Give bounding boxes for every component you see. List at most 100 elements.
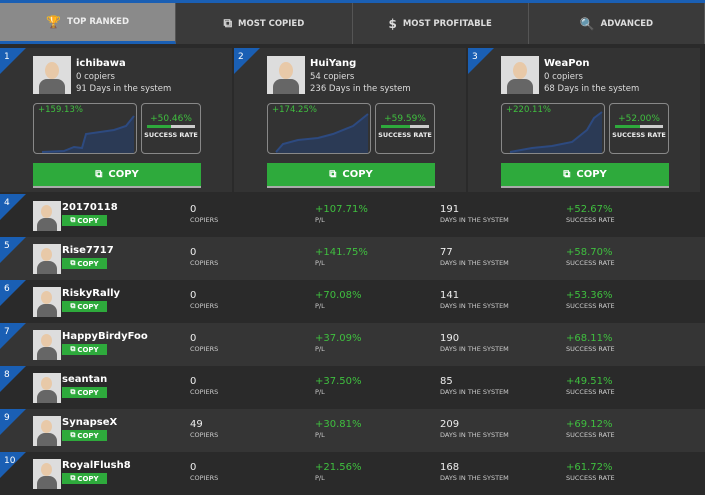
success-value: +69.12% xyxy=(566,419,613,430)
copy-label: COPY xyxy=(77,259,99,268)
rank-number: 3 xyxy=(472,52,478,62)
success-rate-label: SUCCESS RATE xyxy=(144,131,198,139)
avatar[interactable] xyxy=(33,416,61,446)
avatar[interactable] xyxy=(33,287,61,317)
copiers-label: COPIERS xyxy=(190,259,219,267)
trader-name[interactable]: seantan xyxy=(62,374,108,385)
success-label: SUCCESS RATE xyxy=(566,345,615,353)
avatar[interactable] xyxy=(33,56,71,94)
copy-button[interactable]: ⧉ COPY xyxy=(62,258,107,269)
tab-most-profitable[interactable]: $ MOST PROFITABLE xyxy=(353,3,529,44)
rank-number: 5 xyxy=(4,241,10,251)
avatar[interactable] xyxy=(33,244,61,274)
copy-label: COPY xyxy=(77,474,99,483)
tab-label: ADVANCED xyxy=(600,18,654,29)
success-cell: +53.36% SUCCESS RATE xyxy=(566,290,615,310)
copy-button[interactable]: ⧉ COPY xyxy=(267,163,435,188)
copy-button[interactable]: ⧉ COPY xyxy=(62,301,107,312)
copy-button[interactable]: ⧉ COPY xyxy=(62,387,107,398)
copiers-label: COPIERS xyxy=(190,216,219,224)
trader-name[interactable]: RoyalFlush8 xyxy=(62,460,131,471)
copiers-value: 0 xyxy=(190,462,197,473)
success-rate-value: +52.00% xyxy=(618,114,660,124)
success-rate-box: +59.59% SUCCESS RATE xyxy=(375,103,435,154)
success-value: +53.36% xyxy=(566,290,613,301)
copy-button[interactable]: ⧉ COPY xyxy=(501,163,669,188)
tab-advanced[interactable]: 🔍 ADVANCED xyxy=(529,3,705,44)
trader-name[interactable]: Rise7717 xyxy=(62,245,114,256)
copy-button[interactable]: ⧉ COPY xyxy=(62,215,107,226)
copy-label: COPY xyxy=(77,302,99,311)
days-cell: 141 DAYS IN THE SYSTEM xyxy=(440,290,509,310)
success-label: SUCCESS RATE xyxy=(566,302,615,310)
rank-number: 2 xyxy=(238,52,244,62)
copy-label: COPY xyxy=(108,169,139,180)
trader-name[interactable]: HappyBirdyFoo xyxy=(62,331,148,342)
days-cell: 190 DAYS IN THE SYSTEM xyxy=(440,333,509,353)
success-label: SUCCESS RATE xyxy=(566,431,615,439)
rank-number: 6 xyxy=(4,284,10,294)
table-row: 9 SynapseX ⧉ COPY 49 COPIERS +30.81% P/L 20… xyxy=(0,409,705,452)
copy-button[interactable]: ⧉ COPY xyxy=(62,430,107,441)
pl-cell: +30.81% P/L xyxy=(315,419,362,439)
success-rate-box: +50.46% SUCCESS RATE xyxy=(141,103,201,154)
copy-button[interactable]: ⧉ COPY xyxy=(62,473,107,484)
rank-number: 8 xyxy=(4,370,10,380)
success-rate-bar xyxy=(147,125,195,128)
copy-label: COPY xyxy=(576,169,607,180)
success-rate-bar xyxy=(381,125,429,128)
trader-name[interactable]: SynapseX xyxy=(62,417,118,428)
days-label: DAYS IN THE SYSTEM xyxy=(440,474,509,482)
days-value: 77 xyxy=(440,247,453,258)
top-trader-card: 1 ichibawa 0 copiers 91 Days in the syst… xyxy=(0,48,232,192)
rank-number: 1 xyxy=(4,52,10,62)
copiers-cell: 0 COPIERS xyxy=(190,333,218,353)
copiers-count: 54 copiers xyxy=(310,72,355,82)
trader-name[interactable]: RiskyRally xyxy=(62,288,121,299)
rank-badge xyxy=(0,194,26,220)
pl-cell: +107.71% P/L xyxy=(315,204,368,224)
days-value: 85 xyxy=(440,376,453,387)
table-row: 10 RoyalFlush8 ⧉ COPY 0 COPIERS +21.56% P/L… xyxy=(0,452,705,495)
copy-button[interactable]: ⧉ COPY xyxy=(62,344,107,355)
copiers-cell: 0 COPIERS xyxy=(190,376,218,396)
pl-value: +70.08% xyxy=(315,290,362,301)
performance-chart: +220.11% xyxy=(501,103,605,154)
copiers-value: 0 xyxy=(190,333,197,344)
trader-name[interactable]: ichibawa xyxy=(76,58,126,69)
copy-icon: ⧉ xyxy=(70,474,76,482)
pl-value: +220.11% xyxy=(506,105,551,115)
avatar[interactable] xyxy=(33,201,61,231)
success-label: SUCCESS RATE xyxy=(566,259,615,267)
avatar[interactable] xyxy=(33,459,61,489)
trader-name[interactable]: WeaPon xyxy=(544,58,590,69)
pl-label: P/L xyxy=(315,259,325,267)
success-rate-label: SUCCESS RATE xyxy=(378,131,432,139)
avatar[interactable] xyxy=(33,330,61,360)
copiers-label: COPIERS xyxy=(190,345,219,353)
rank-number: 7 xyxy=(4,327,10,337)
tab-most-copied[interactable]: ⧉ MOST COPIED xyxy=(176,3,353,44)
avatar[interactable] xyxy=(267,56,305,94)
table-row: 5 Rise7717 ⧉ COPY 0 COPIERS +141.75% P/L 77… xyxy=(0,237,705,280)
days-label: DAYS IN THE SYSTEM xyxy=(440,302,509,310)
rank-badge xyxy=(0,409,26,435)
days-in-system: 236 Days in the system xyxy=(310,84,411,94)
copy-label: COPY xyxy=(77,345,99,354)
avatar[interactable] xyxy=(33,373,61,403)
rank-badge xyxy=(0,452,26,478)
table-row: 6 RiskyRally ⧉ COPY 0 COPIERS +70.08% P/L 1… xyxy=(0,280,705,323)
tab-top-ranked[interactable]: 🏆 TOP RANKED xyxy=(0,3,177,44)
trader-name[interactable]: 20170118 xyxy=(62,202,118,213)
days-in-system: 91 Days in the system xyxy=(76,84,172,94)
days-value: 168 xyxy=(440,462,460,473)
tab-label: MOST PROFITABLE xyxy=(402,18,492,29)
days-label: DAYS IN THE SYSTEM xyxy=(440,388,509,396)
trader-name[interactable]: HuiYang xyxy=(310,58,357,69)
avatar[interactable] xyxy=(501,56,539,94)
top-trader-card: 2 HuiYang 54 copiers 236 Days in the sys… xyxy=(234,48,466,192)
top-trader-card: 3 WeaPon 0 copiers 68 Days in the system… xyxy=(468,48,700,192)
pl-cell: +37.09% P/L xyxy=(315,333,362,353)
success-cell: +68.11% SUCCESS RATE xyxy=(566,333,615,353)
copy-button[interactable]: ⧉ COPY xyxy=(33,163,201,188)
